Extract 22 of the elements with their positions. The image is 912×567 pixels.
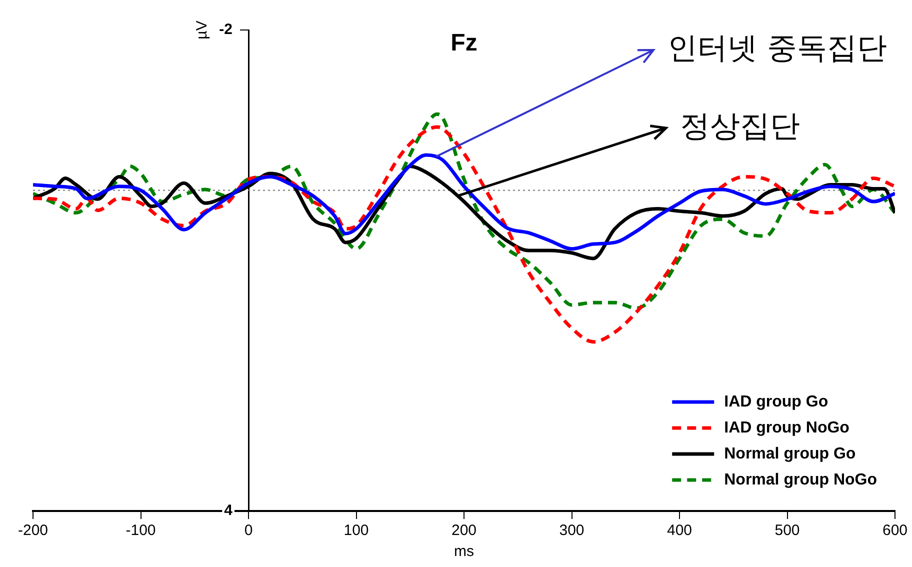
x-tick-label: -100 bbox=[126, 522, 156, 540]
x-axis-title: ms bbox=[454, 543, 474, 560]
y-axis-title: µV bbox=[194, 20, 211, 40]
chart-title: Fz bbox=[450, 30, 478, 57]
legend-label: Normal group NoGo bbox=[724, 471, 878, 488]
legend-label: IAD group Go bbox=[724, 393, 828, 410]
line-series bbox=[33, 153, 895, 251]
line-series bbox=[33, 112, 895, 310]
x-tick-label: 200 bbox=[451, 522, 477, 540]
x-tick-label: 600 bbox=[882, 522, 908, 540]
x-tick-label: 400 bbox=[666, 522, 692, 540]
x-tick-label: 0 bbox=[244, 522, 253, 540]
x-tick-label: 100 bbox=[344, 522, 369, 540]
x-tick-label: -200 bbox=[18, 522, 48, 540]
legend-label: Normal group Go bbox=[724, 445, 856, 462]
y-tick-label: 4 bbox=[224, 502, 234, 520]
x-tick-label: 300 bbox=[559, 522, 584, 540]
y-tick-label: -2 bbox=[219, 21, 232, 38]
x-tick-label: 500 bbox=[774, 522, 800, 540]
annotation: 인터넷 중독집단 bbox=[667, 30, 887, 66]
annotation: 정상집단 bbox=[680, 108, 800, 144]
legend-label: IAD group NoGo bbox=[724, 419, 850, 436]
